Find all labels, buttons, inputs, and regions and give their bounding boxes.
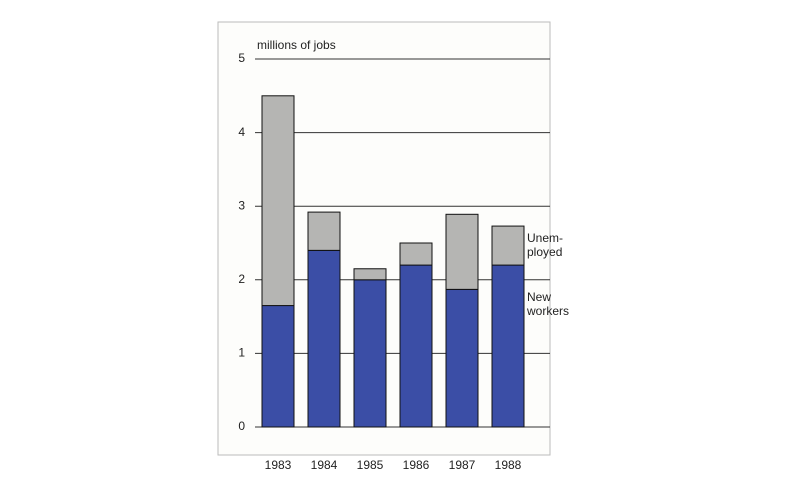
- bar-segment: [353, 268, 387, 281]
- bar-segment: [445, 288, 479, 428]
- bar-segment: [307, 211, 341, 251]
- bar-segment: [445, 213, 479, 290]
- y-tick-label: 2: [238, 272, 245, 286]
- bar-segment: [261, 95, 295, 307]
- legend-label: New workers: [526, 290, 569, 318]
- bar-segment: [399, 242, 433, 266]
- y-tick-label: 5: [238, 51, 245, 65]
- x-tick-label: 1986: [403, 458, 430, 472]
- x-tick-label: 1983: [265, 458, 292, 472]
- y-tick-label: 4: [238, 125, 245, 139]
- bar-segment: [307, 249, 341, 428]
- bar-segment: [491, 225, 525, 266]
- y-tick-label: 1: [238, 346, 245, 360]
- x-tick-label: 1985: [357, 458, 384, 472]
- y-tick-label: 0: [238, 419, 245, 433]
- bar-segment: [399, 264, 433, 428]
- y-tick-label: 3: [238, 198, 245, 212]
- x-tick-label: 1988: [495, 458, 522, 472]
- axis-title: millions of jobs: [257, 38, 336, 52]
- x-tick-label: 1984: [311, 458, 338, 472]
- legend-label: Unem-ployed: [527, 231, 563, 259]
- bar-segment: [261, 305, 295, 428]
- x-tick-label: 1987: [449, 458, 476, 472]
- bar-segment: [353, 279, 387, 428]
- bar-segment: [491, 264, 525, 428]
